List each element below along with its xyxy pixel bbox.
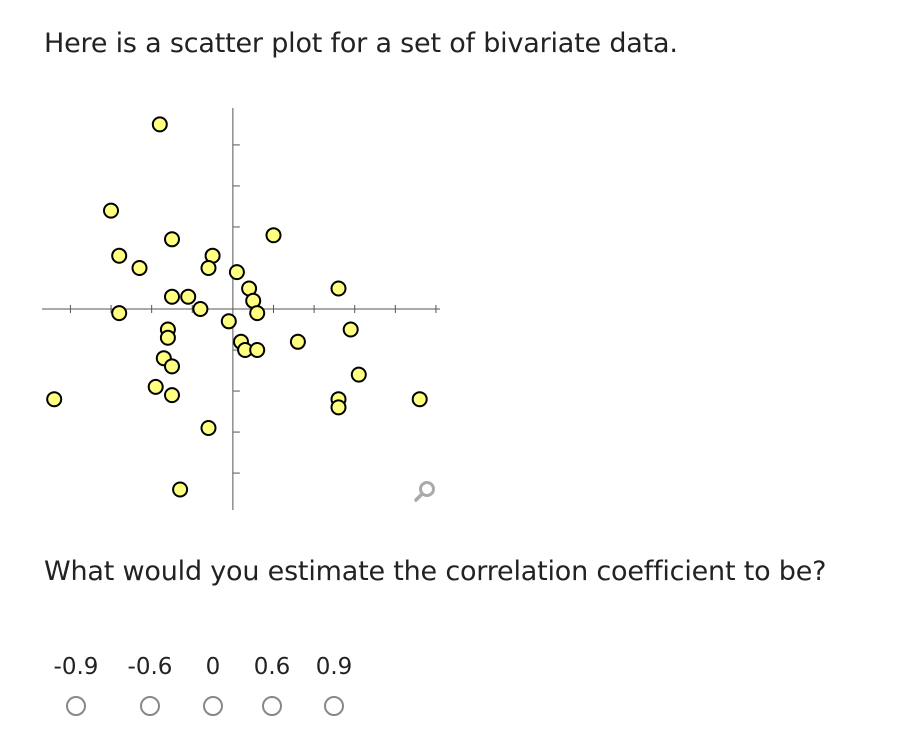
data-point bbox=[350, 366, 367, 383]
data-point bbox=[164, 231, 180, 248]
data-point bbox=[330, 399, 347, 416]
prompt-text: Here is a scatter plot for a set of biva… bbox=[44, 28, 678, 59]
plot-axes bbox=[42, 108, 440, 510]
data-point bbox=[265, 227, 282, 244]
data-point bbox=[200, 420, 217, 436]
radio-button[interactable] bbox=[324, 696, 344, 716]
data-point bbox=[164, 358, 180, 375]
magnifier-icon[interactable] bbox=[414, 481, 435, 502]
data-point bbox=[411, 391, 428, 408]
scatter-plot bbox=[42, 108, 440, 510]
data-point bbox=[249, 342, 266, 358]
data-point bbox=[192, 301, 209, 317]
choice-label: 0.9 bbox=[315, 654, 353, 680]
data-point bbox=[249, 305, 266, 322]
choice-neg-0-9[interactable]: -0.9 bbox=[46, 652, 106, 722]
radio-button[interactable] bbox=[66, 696, 86, 716]
choice-0[interactable]: 0 bbox=[183, 652, 243, 722]
data-point bbox=[131, 260, 148, 276]
data-point bbox=[330, 280, 347, 297]
data-point bbox=[200, 260, 217, 276]
choice-label: -0.9 bbox=[53, 654, 99, 680]
data-point bbox=[103, 202, 119, 219]
choice-0-9[interactable]: 0.9 bbox=[304, 652, 364, 722]
data-point bbox=[289, 333, 306, 350]
data-point bbox=[228, 264, 245, 281]
data-point bbox=[147, 378, 164, 395]
data-point bbox=[159, 329, 176, 346]
data-point bbox=[164, 288, 180, 305]
question-text: What would you estimate the correlation … bbox=[44, 556, 827, 587]
data-point bbox=[46, 391, 63, 408]
radio-button[interactable] bbox=[203, 696, 223, 716]
radio-button[interactable] bbox=[262, 696, 282, 716]
data-point bbox=[220, 313, 237, 330]
choice-neg-0-6[interactable]: -0.6 bbox=[120, 652, 180, 722]
choice-label: -0.6 bbox=[127, 654, 173, 680]
choice-label: 0.6 bbox=[253, 654, 291, 680]
data-point bbox=[164, 387, 180, 404]
data-point bbox=[180, 288, 197, 305]
data-point bbox=[111, 247, 128, 264]
data-point bbox=[111, 305, 128, 322]
data-point bbox=[151, 116, 168, 133]
choice-0-6[interactable]: 0.6 bbox=[242, 652, 302, 722]
radio-button[interactable] bbox=[140, 696, 160, 716]
data-point bbox=[342, 321, 359, 338]
choice-label: 0 bbox=[205, 654, 221, 680]
data-point bbox=[172, 481, 189, 498]
plot-points bbox=[46, 116, 428, 498]
